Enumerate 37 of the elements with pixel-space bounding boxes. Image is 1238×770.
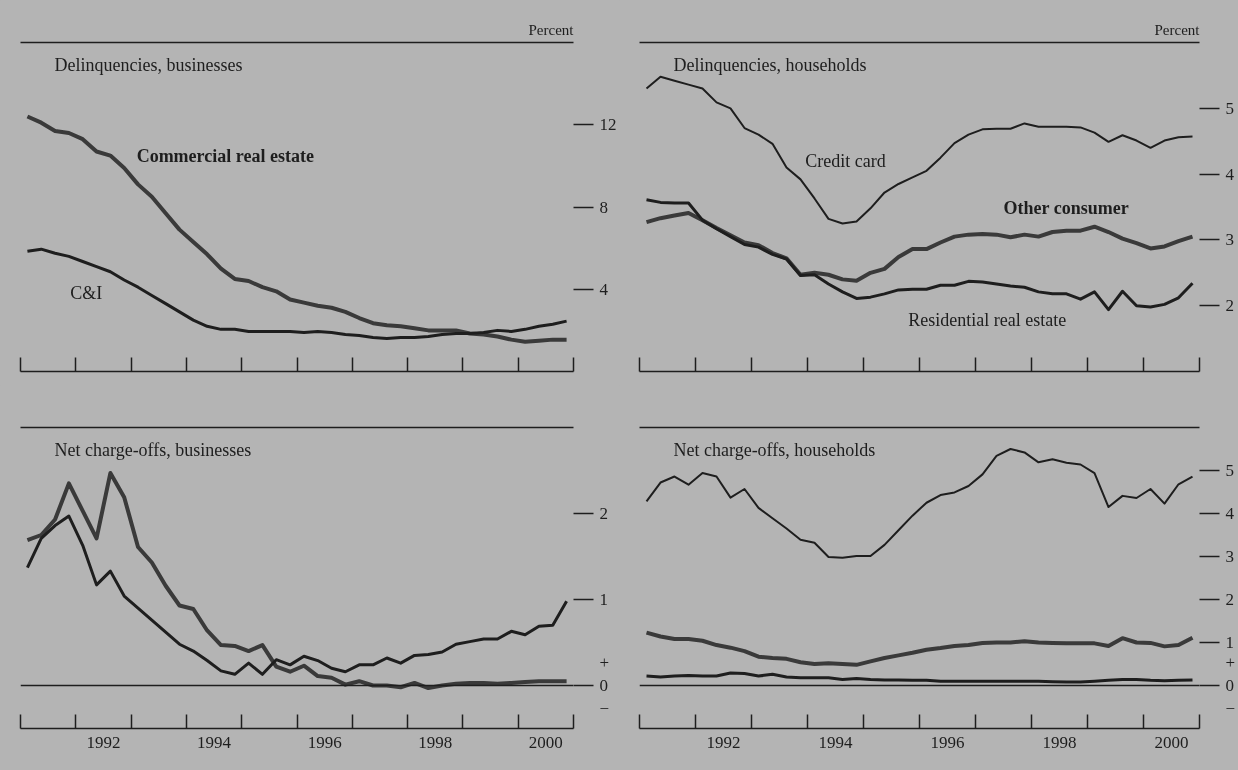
- y-tick-label: 2: [599, 504, 608, 523]
- text: Delinquencies, households: [673, 54, 867, 75]
- x-tick-label: 1994: [818, 732, 853, 752]
- text: Net charge-offs, businesses: [54, 439, 252, 460]
- x-tick-label: 2000: [1154, 732, 1189, 752]
- y-tick-label: + 0 −: [599, 653, 610, 718]
- y-tick-label: 1: [1225, 633, 1234, 652]
- series-label: Commercial real estate: [136, 145, 314, 166]
- series-label: Other consumer: [1003, 198, 1129, 219]
- x-tick-label: 1998: [418, 732, 453, 752]
- y-tick-label: 4: [1225, 164, 1235, 184]
- x-tick-label: 1994: [197, 732, 232, 752]
- y-tick-label: + 0 −: [1225, 653, 1236, 718]
- x-tick-label: 1992: [706, 732, 741, 752]
- y-tick-label: 2: [1225, 296, 1234, 316]
- series-label: Residential real estate: [908, 309, 1067, 330]
- x-tick-label: 1996: [930, 732, 965, 752]
- series-label: Credit card: [805, 150, 886, 171]
- y-axis-title: Percent: [1154, 21, 1201, 38]
- y-tick-label: 3: [1225, 547, 1234, 566]
- x-tick-label: 1992: [86, 732, 121, 752]
- x-tick-label: 2000: [528, 732, 563, 752]
- text: Net charge-offs, households: [673, 439, 876, 460]
- y-tick-label: 5: [1225, 98, 1234, 118]
- y-tick-label: 5: [1225, 461, 1234, 480]
- x-tick-label: 1998: [1042, 732, 1077, 752]
- y-tick-label: 1: [599, 590, 608, 609]
- x-tick-label: 1996: [307, 732, 342, 752]
- y-tick-label: 4: [599, 279, 609, 299]
- text: Delinquencies, businesses: [54, 54, 243, 75]
- y-tick-label: 8: [599, 197, 608, 217]
- y-tick-label: 4: [1225, 504, 1235, 523]
- y-tick-label: 2: [1225, 590, 1234, 609]
- y-axis-title: Percent: [528, 21, 575, 38]
- y-tick-label: 12: [599, 115, 617, 135]
- series-label: C&I: [70, 283, 103, 304]
- y-tick-label: 3: [1225, 230, 1234, 250]
